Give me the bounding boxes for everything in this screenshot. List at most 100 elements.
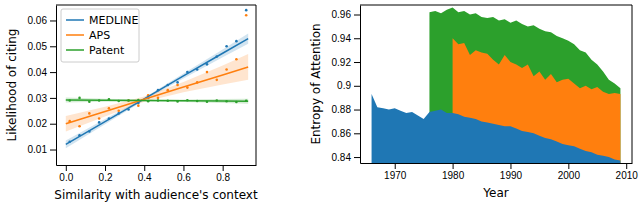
- y-tick-label: 0.04: [28, 67, 48, 78]
- plot-area: [66, 9, 248, 148]
- y-tick-mark: [354, 38, 360, 39]
- point: [98, 121, 101, 124]
- y-tick-label: 0.02: [28, 118, 48, 129]
- x-tick-label: 2000: [558, 170, 581, 181]
- y-tick-mark: [354, 86, 360, 87]
- x-tick: 1970: [384, 163, 407, 181]
- x-tick: 0.2: [99, 165, 113, 183]
- y-tick-mark: [50, 46, 56, 47]
- point: [137, 104, 140, 107]
- legend-swatch: [66, 49, 84, 51]
- legend-swatch: [66, 19, 84, 21]
- x-tick-mark: [510, 163, 511, 169]
- chart: 197019801990200020100.840.860.880.90.920…: [309, 5, 638, 200]
- x-tick-label: 0.4: [138, 172, 152, 183]
- y-tick: 0.02: [28, 118, 56, 129]
- fit-line: [66, 39, 248, 145]
- y-tick-label: 0.05: [28, 41, 48, 52]
- y-tick-mark: [50, 98, 56, 99]
- x-tick: 0.0: [59, 165, 73, 183]
- chart: 0.0 0.2 0.4 0.6 0.8 0.01 0.02 0.03 0.04 0.05 0.06 S…: [5, 5, 258, 202]
- point: [245, 9, 248, 12]
- x-tick-mark: [105, 165, 106, 171]
- y-tick: 0.06: [28, 15, 56, 26]
- area: [372, 94, 621, 163]
- plot-area: [372, 7, 621, 163]
- point: [98, 117, 101, 120]
- x-axis-title: Similarity with audience's context: [54, 188, 258, 202]
- point: [206, 71, 209, 74]
- y-axis-title: Entropy of Attention: [309, 23, 323, 144]
- x-tick-mark: [223, 165, 224, 171]
- x-axis-title: Year: [482, 186, 508, 200]
- y-tick-label: 0.84: [332, 152, 352, 163]
- y-tick: 0.92: [332, 57, 360, 68]
- y-tick-label: 0.94: [332, 33, 352, 44]
- y-tick-mark: [354, 15, 360, 16]
- y-tick: 0.05: [28, 41, 56, 52]
- y-tick-mark: [50, 20, 56, 21]
- y-axis: 0.840.860.880.90.920.940.96: [332, 6, 361, 164]
- y-axis-line: [360, 6, 361, 164]
- point: [235, 58, 238, 61]
- y-tick-label: 0.06: [28, 15, 48, 26]
- fit-line: [66, 100, 248, 101]
- y-tick-label: 0.86: [332, 128, 352, 139]
- x-tick-mark: [453, 163, 454, 169]
- y-tick: 0.84: [332, 152, 360, 163]
- point: [78, 97, 81, 100]
- fit-line: [66, 67, 248, 124]
- y-tick: 0.01: [28, 144, 56, 155]
- point: [225, 68, 228, 71]
- x-tick-label: 0.6: [177, 172, 191, 183]
- x-tick: 1980: [442, 163, 465, 181]
- y-tick: 0.94: [332, 33, 360, 44]
- point: [157, 97, 160, 100]
- x-axis: 1970 1980 1990 2000 2010: [361, 163, 639, 181]
- point: [176, 81, 179, 84]
- x-tick-mark: [626, 163, 627, 169]
- legend: MEDLINEAPSPatent: [61, 9, 139, 62]
- y-tick-mark: [354, 157, 360, 158]
- x-tick-mark: [183, 165, 184, 171]
- point: [88, 112, 91, 115]
- x-axis: 0.0 0.2 0.4 0.6 0.8: [57, 165, 257, 183]
- x-axis-line: [361, 163, 633, 164]
- y-tick-mark: [354, 62, 360, 63]
- frame-right: [632, 5, 633, 163]
- y-axis-line: [56, 6, 57, 166]
- point: [225, 45, 228, 48]
- y-tick-mark: [50, 124, 56, 125]
- x-tick-label: 2010: [616, 170, 639, 181]
- y-tick-label: 0.9: [337, 80, 351, 91]
- y-tick: 0.03: [28, 93, 56, 104]
- confidence-band: [66, 33, 248, 148]
- x-tick-label: 1980: [442, 170, 465, 181]
- point: [235, 40, 238, 43]
- y-tick-mark: [354, 133, 360, 134]
- legend-label: APS: [89, 29, 110, 42]
- point: [176, 84, 179, 87]
- confidence-band: [66, 97, 248, 103]
- y-tick-label: 0.03: [28, 93, 48, 104]
- x-tick: 0.8: [216, 165, 230, 183]
- y-tick: 0.9: [337, 80, 360, 91]
- frame-right: [256, 5, 257, 165]
- y-tick-label: 0.92: [332, 57, 352, 68]
- figure: 0.0 0.2 0.4 0.6 0.8 0.01 0.02 0.03 0.04 0.05 0.06 S…: [0, 0, 640, 209]
- x-tick-label: 0.2: [99, 172, 113, 183]
- y-tick-label: 0.01: [28, 144, 48, 155]
- confidence-band: [66, 54, 248, 131]
- x-tick-mark: [395, 163, 396, 169]
- x-tick-label: 1970: [384, 170, 407, 181]
- x-tick: 1990: [500, 163, 523, 181]
- point: [215, 79, 218, 82]
- x-tick-label: 0.0: [59, 172, 73, 183]
- point: [78, 125, 81, 128]
- frame-top: [56, 5, 256, 6]
- x-tick-label: 0.8: [216, 172, 230, 183]
- y-tick: 0.04: [28, 67, 56, 78]
- x-tick-label: 1990: [500, 170, 523, 181]
- point: [108, 107, 111, 110]
- y-axis: 0.01 0.02 0.03 0.04 0.05 0.06: [28, 6, 57, 166]
